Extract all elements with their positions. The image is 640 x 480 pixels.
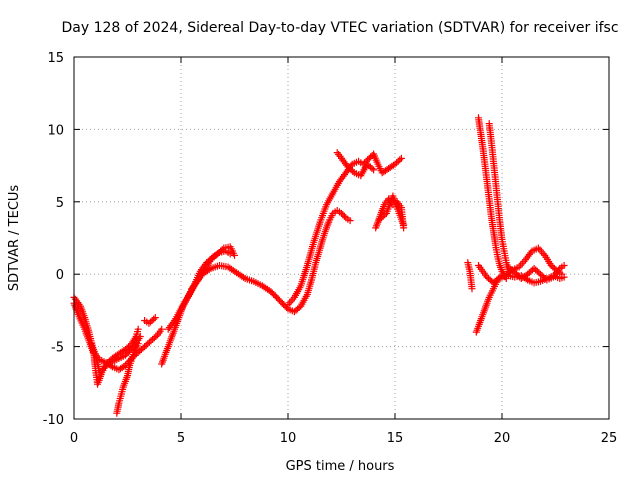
data-point — [240, 273, 247, 281]
data-point — [150, 315, 158, 323]
axis-ticks — [73, 56, 610, 420]
data-point — [370, 166, 378, 174]
data-points — [70, 114, 568, 417]
grid-lines — [74, 57, 609, 419]
x-tick-label: 0 — [70, 431, 78, 446]
data-point — [218, 246, 226, 254]
y-axis-label: SDTVAR / TECUs — [7, 185, 22, 292]
data-point — [400, 221, 408, 229]
data-point — [349, 167, 357, 175]
data-point — [151, 314, 159, 322]
y-tick-label: 10 — [47, 123, 64, 138]
data-point — [158, 325, 166, 333]
data-point — [381, 211, 389, 219]
data-point — [396, 156, 404, 164]
data-point — [134, 340, 142, 348]
data-point — [152, 333, 160, 340]
data-point — [397, 154, 405, 162]
x-tick-label: 5 — [177, 431, 185, 446]
data-point — [468, 285, 476, 293]
data-point — [287, 297, 295, 305]
chart-title: Day 128 of 2024, Sidereal Day-to-day VTE… — [61, 20, 618, 36]
x-tick-label: 20 — [494, 431, 511, 446]
data-point — [193, 278, 201, 286]
data-point — [134, 325, 142, 333]
data-point — [136, 333, 144, 340]
data-point — [231, 251, 238, 259]
data-point — [346, 217, 354, 225]
data-point — [555, 266, 562, 274]
y-tick-label: 15 — [47, 51, 64, 66]
x-tick-label: 10 — [280, 431, 297, 446]
y-tick-label: -5 — [51, 341, 64, 356]
y-tick-label: 0 — [56, 268, 64, 283]
data-point — [518, 259, 526, 267]
tick-labels: 0 5 10 15 20 25 -10 -5 0 5 10 15 — [43, 51, 618, 446]
data-point — [494, 275, 502, 282]
data-point — [558, 270, 566, 278]
x-tick-label: 25 — [601, 431, 618, 446]
y-tick-label: 5 — [56, 196, 64, 211]
plot-frame — [73, 56, 610, 420]
y-tick-label: -10 — [43, 413, 64, 428]
data-point — [103, 361, 111, 369]
data-point — [560, 262, 568, 269]
x-tick-label: 15 — [387, 431, 404, 446]
x-axis-label: GPS time / hours — [286, 459, 395, 474]
data-point — [368, 165, 376, 172]
